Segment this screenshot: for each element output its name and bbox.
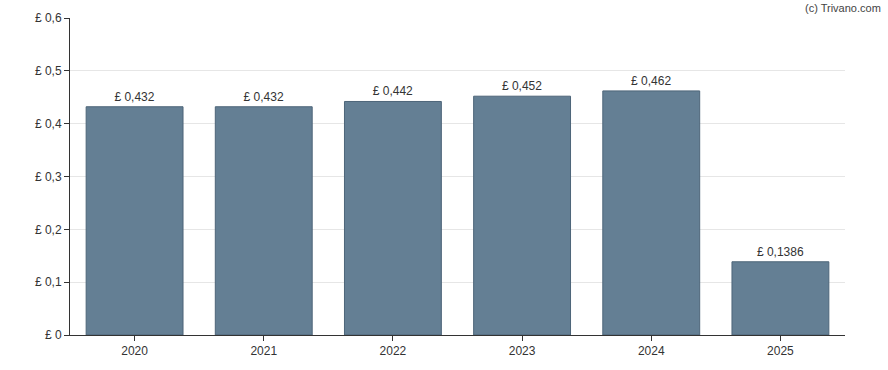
svg-text:£ 0,432: £ 0,432: [114, 90, 154, 104]
svg-text:£ 0,5: £ 0,5: [35, 64, 62, 78]
svg-text:2025: 2025: [767, 344, 794, 358]
svg-text:2022: 2022: [380, 344, 407, 358]
svg-text:£ 0,4: £ 0,4: [35, 117, 62, 131]
svg-text:2024: 2024: [638, 344, 665, 358]
svg-text:(c) Trivano.com: (c) Trivano.com: [805, 2, 881, 14]
svg-text:£ 0,1: £ 0,1: [35, 275, 62, 289]
svg-text:£ 0,2: £ 0,2: [35, 223, 62, 237]
svg-text:£ 0,452: £ 0,452: [502, 79, 542, 93]
svg-text:£ 0,432: £ 0,432: [244, 90, 284, 104]
svg-text:£ 0,6: £ 0,6: [35, 11, 62, 25]
svg-text:2020: 2020: [121, 344, 148, 358]
svg-text:£ 0: £ 0: [45, 328, 62, 342]
svg-text:£ 0,1386: £ 0,1386: [757, 245, 804, 259]
svg-text:£ 0,3: £ 0,3: [35, 170, 62, 184]
svg-text:2023: 2023: [509, 344, 536, 358]
svg-text:£ 0,442: £ 0,442: [373, 84, 413, 98]
svg-text:£ 0,462: £ 0,462: [631, 74, 671, 88]
svg-text:2021: 2021: [250, 344, 277, 358]
